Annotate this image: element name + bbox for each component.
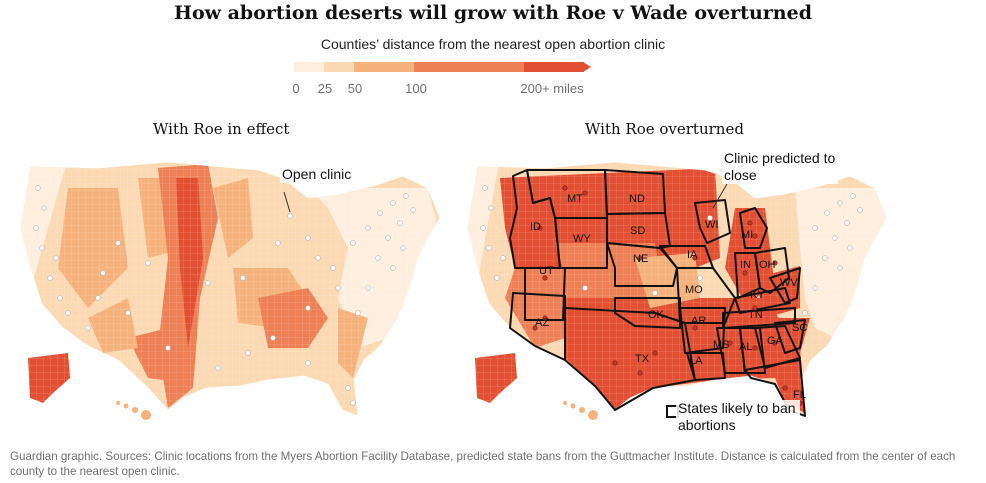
legend-bin-200plus: [524, 62, 584, 72]
map-roe-overturned: MT ND SD WY ID UT NE IA WI MI IN OH KY W…: [466, 161, 888, 420]
legend-tick: 100: [405, 81, 427, 96]
legend-tick: 50: [347, 81, 363, 96]
state-label: KY: [750, 289, 765, 301]
state-label: MT: [567, 193, 583, 205]
state-label: IA: [687, 249, 698, 261]
state-label: IN: [740, 259, 751, 271]
state-label: AZ: [535, 317, 549, 329]
state-label: MO: [685, 284, 703, 296]
legend-arrow-icon: [583, 62, 591, 72]
hawaii: [563, 401, 598, 420]
state-label: OK: [648, 309, 665, 321]
state-label: WI: [705, 219, 718, 231]
state-label: WV: [780, 277, 798, 289]
state-label: MS: [713, 339, 730, 351]
alaska: [475, 353, 517, 403]
state-label: ID: [530, 221, 541, 233]
state-label: AL: [739, 341, 752, 353]
legend-title: Counties’ distance from the nearest open…: [320, 36, 666, 52]
state-label: GA: [767, 335, 784, 347]
map-roe-in-effect: [19, 161, 441, 420]
state-label: LA: [689, 355, 703, 367]
legend-tick: 0: [292, 81, 300, 96]
state-label: WY: [573, 233, 591, 245]
legend-bin-25-50: [324, 62, 354, 72]
state-label: MI: [741, 229, 753, 241]
legend-bin-0-25: [294, 62, 324, 72]
legend-tick: 200+ miles: [520, 81, 584, 96]
legend-bin-50-100: [354, 62, 414, 72]
state-label: SC: [792, 322, 807, 334]
state-label: NE: [633, 253, 648, 265]
ban-state-annotation: States likely to ban abortions: [676, 400, 800, 434]
legend-bin-100-200: [414, 62, 524, 72]
state-label: OH: [759, 259, 776, 271]
state-label: FL: [793, 389, 806, 401]
source-footer: Guardian graphic. Sources: Clinic locati…: [10, 450, 956, 478]
state-label: TN: [748, 309, 763, 321]
closing-clinic-dots: [532, 185, 803, 406]
hawaii: [116, 401, 151, 420]
open-clinic-annotation: Open clinic: [280, 166, 354, 183]
chart-title: How abortion deserts will grow with Roe …: [174, 2, 812, 24]
legend-tick: 25: [317, 81, 333, 96]
right-map-title: With Roe overturned: [585, 120, 744, 138]
left-map-title: With Roe in effect: [153, 120, 290, 138]
state-label: UT: [539, 265, 554, 277]
clinic-closing-annotation: Clinic predicted to close: [722, 150, 838, 184]
alaska: [28, 353, 70, 403]
state-labels: MT ND SD WY ID UT NE IA WI MI IN OH KY W…: [530, 193, 807, 401]
state-label: SD: [630, 225, 645, 237]
remaining-open-clinic-dots: [480, 185, 863, 316]
state-label: ND: [629, 193, 645, 205]
state-label: AR: [691, 315, 706, 327]
state-label: TX: [635, 353, 650, 365]
open-clinic-dots: [33, 185, 416, 406]
distance-legend: 0 25 50 100 200+ miles: [292, 62, 604, 102]
